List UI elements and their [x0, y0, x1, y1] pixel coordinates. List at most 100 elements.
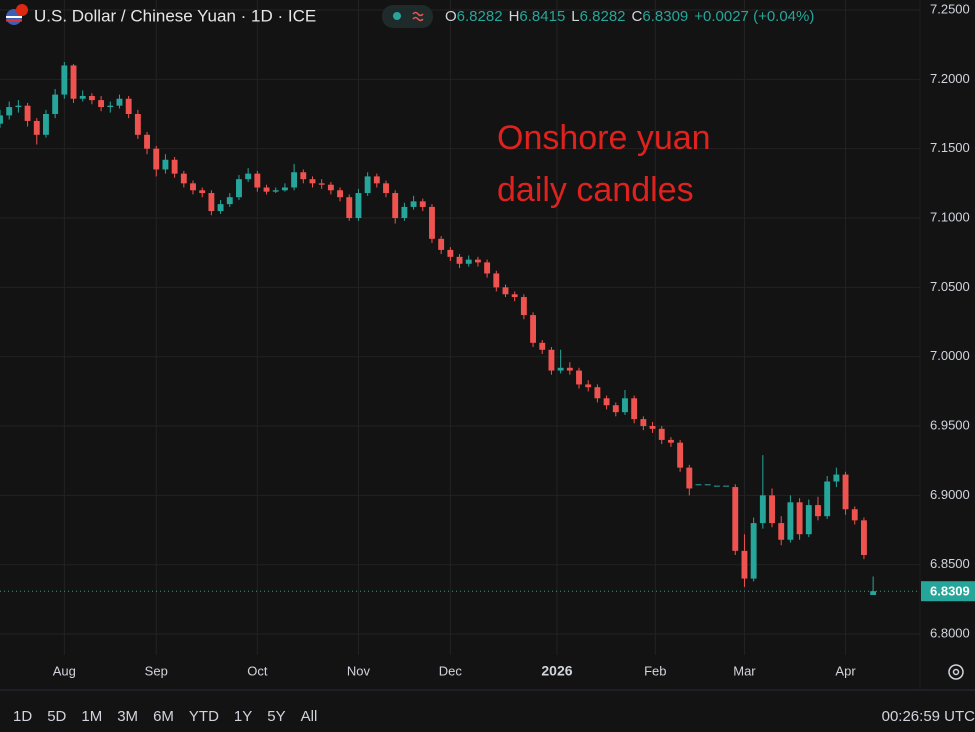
y-tick-label: 7.1500 — [930, 140, 970, 155]
candle-body — [622, 398, 628, 413]
candle-body — [318, 183, 325, 185]
range-button[interactable]: 5Y — [267, 708, 285, 725]
candle-body — [236, 179, 242, 198]
range-button[interactable]: 1D — [13, 708, 32, 725]
candle-body — [401, 206, 408, 219]
candle-body — [429, 206, 435, 239]
y-tick-label: 7.2500 — [930, 1, 970, 16]
grid — [0, 0, 920, 655]
range-button[interactable]: All — [301, 708, 318, 725]
ohlc-key: L — [571, 8, 579, 25]
candle-body — [88, 95, 95, 101]
candle-body — [594, 387, 601, 399]
last-price-box — [921, 581, 975, 602]
y-tick-label: 7.0500 — [930, 279, 970, 294]
candle-body — [245, 173, 252, 180]
settings-icon[interactable] — [948, 664, 964, 680]
range-button[interactable]: 1M — [81, 708, 102, 725]
clock: 00:26:59 UTC — [882, 708, 975, 725]
x-tick-label: Feb — [644, 663, 666, 678]
candle-body — [870, 591, 877, 595]
candle-body — [732, 487, 739, 551]
candle-body — [226, 197, 233, 205]
ohlc-key: C — [632, 8, 643, 25]
candle-body — [447, 249, 454, 257]
candle-body — [649, 426, 656, 429]
candle-body — [52, 94, 59, 114]
candle-body — [759, 495, 766, 524]
candle-body — [741, 550, 748, 579]
chart-title: U.S. Dollar / Chinese Yuan · 1D · ICE — [34, 6, 316, 25]
candle-body — [70, 65, 77, 99]
candle-body — [750, 523, 757, 579]
candle-body — [208, 193, 215, 212]
candle-body — [162, 159, 169, 170]
candle-body — [631, 398, 638, 420]
candle-body — [254, 173, 261, 188]
range-button[interactable]: 5D — [47, 708, 66, 725]
candle-body — [658, 428, 665, 440]
y-tick-label: 7.1000 — [930, 209, 970, 224]
candle-body — [557, 367, 564, 371]
range-button[interactable]: 1Y — [234, 708, 252, 725]
candle-body — [842, 474, 849, 510]
x-tick-label: Sep — [145, 663, 168, 678]
candle-body — [824, 481, 831, 517]
candle-body — [566, 367, 573, 371]
x-tick-label: Aug — [53, 663, 76, 678]
candle-body — [15, 105, 22, 108]
candle-body — [474, 259, 481, 263]
annotation: Onshore yuan — [497, 119, 711, 157]
candle-body — [493, 273, 500, 288]
candle-body — [309, 179, 316, 184]
candle-body — [171, 159, 178, 174]
candle-body — [190, 183, 196, 191]
candle-body — [364, 176, 371, 194]
candle-body — [272, 190, 279, 192]
x-tick-label: Mar — [733, 663, 756, 678]
candle-body — [502, 287, 509, 295]
annotation: daily candles — [497, 171, 694, 209]
candle-body — [125, 98, 132, 114]
candle-body — [6, 107, 13, 116]
last-price-label: 6.8309 — [930, 584, 970, 599]
range-button[interactable]: YTD — [189, 708, 219, 725]
candle-body — [851, 509, 858, 521]
candle-body — [787, 502, 794, 540]
candle-body — [465, 259, 472, 264]
y-tick-label: 6.9500 — [930, 417, 970, 432]
candle-body — [576, 370, 582, 385]
ohlc-value: 6.8309 — [642, 8, 688, 25]
candle-body — [456, 256, 463, 264]
candle-body — [107, 105, 114, 108]
candle-body — [199, 190, 206, 194]
x-tick-label: Oct — [247, 663, 268, 678]
candle-body — [713, 485, 720, 487]
candle-body — [612, 405, 619, 413]
candle-body — [410, 201, 417, 207]
candle-body — [79, 95, 86, 99]
range-button[interactable]: 6M — [153, 708, 174, 725]
range-button[interactable]: 3M — [117, 708, 138, 725]
candle-body — [438, 238, 445, 250]
candle-body — [704, 484, 711, 486]
y-tick-label: 7.2000 — [930, 71, 970, 86]
ohlc-value: 6.8282 — [457, 8, 503, 25]
ohlc-legend: O6.8282 H6.8415 L6.8282 C6.8309 +0.0027 (+0.… — [445, 8, 814, 25]
candle-body — [585, 384, 592, 388]
candle-body — [373, 176, 380, 184]
candle-body — [153, 148, 160, 170]
candle-body — [300, 172, 307, 180]
y-tick-label: 6.8500 — [930, 556, 970, 571]
candle-body — [686, 467, 693, 489]
candle-body — [0, 115, 3, 124]
candle-body — [98, 100, 105, 108]
candle-body — [484, 262, 491, 274]
candle-body — [511, 294, 518, 298]
status-pill[interactable] — [382, 5, 433, 28]
candle-body — [33, 120, 40, 135]
candle-body — [337, 190, 344, 198]
y-tick-label: 6.8000 — [930, 625, 970, 640]
change: +0.0027 (+0.04%) — [694, 8, 814, 25]
